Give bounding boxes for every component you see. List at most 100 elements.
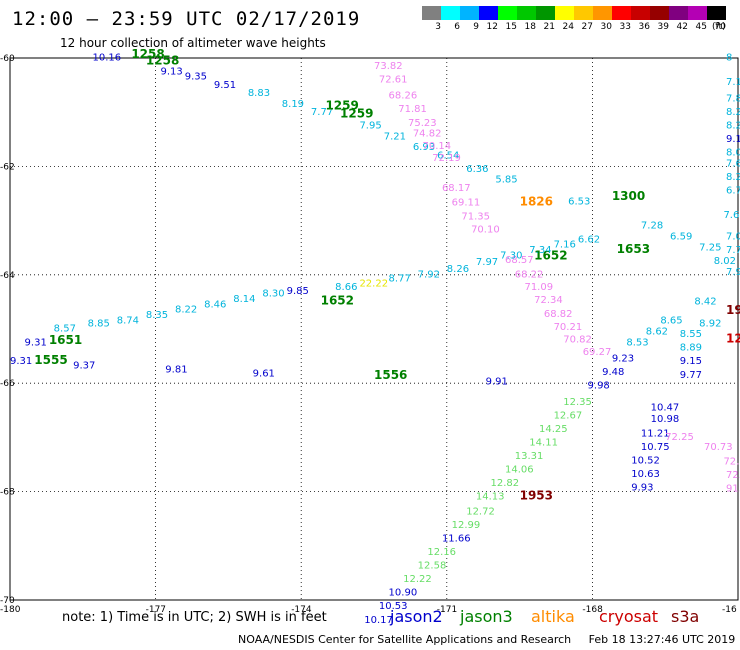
colorbar-swatch	[517, 6, 536, 20]
wave-height-label: 22.22	[359, 279, 388, 290]
colorbar-label: 33	[619, 22, 631, 32]
track-time-label: 1653	[617, 242, 650, 256]
wave-height-label: 12.16	[427, 547, 456, 558]
footer-credit: NOAA/NESDIS Center for Satellite Applica…	[238, 633, 572, 646]
wave-height-label: 10.16	[93, 53, 122, 64]
wave-height-label: 70.10	[471, 225, 500, 236]
track-time-label: 1652	[321, 294, 354, 308]
wave-height-label: 8.53	[626, 337, 648, 348]
wave-height-label: 14.11	[529, 438, 558, 449]
legend-note: note: 1) Time is in UTC; 2) SWH is in fe…	[62, 610, 327, 625]
wave-height-label: 8.42	[694, 297, 716, 308]
wave-height-label: 70.73	[704, 442, 733, 453]
wave-height-label: 7.97	[476, 257, 498, 268]
colorbar-label: 15	[505, 22, 517, 32]
wave-height-label: 7.01	[726, 232, 740, 243]
wave-height-label: 8.27	[726, 120, 740, 131]
wave-height-label: 9.31	[10, 356, 32, 367]
wave-height-label: 10.98	[651, 414, 680, 425]
legend-altika: altika	[531, 607, 575, 626]
wave-height-label: 13.31	[515, 451, 544, 462]
track-time-label: 1259	[340, 107, 373, 121]
wave-height-label: 12.58	[418, 561, 447, 572]
colorbar-swatch	[669, 6, 688, 20]
colorbar-swatch	[707, 6, 726, 20]
wave-height-label: 8.66	[335, 282, 357, 293]
wave-height-label: 7.1	[726, 77, 740, 88]
wave-height-label: 73.82	[374, 61, 403, 72]
wave-height-label: 7.16	[554, 240, 576, 251]
colorbar-label: 36	[638, 22, 650, 32]
wave-height-label: 75.23	[408, 118, 437, 129]
wave-height-label: 8.62	[646, 326, 668, 337]
colorbar-swatch	[555, 6, 574, 20]
track-time-label: 1555	[34, 353, 67, 367]
wave-height-label: 6.59	[670, 232, 692, 243]
wave-height-label: 9.31	[25, 337, 47, 348]
wave-height-label: 14.13	[476, 492, 505, 503]
wave-height-label: 8.23	[726, 107, 740, 118]
wave-height-label: 9.23	[612, 354, 634, 365]
track-time-label: 1556	[374, 368, 407, 382]
colorbar-label: 42	[676, 22, 688, 32]
wave-height-label: 8.77	[389, 273, 411, 284]
wave-height-label: 8	[726, 53, 732, 64]
map-title: 12:00 – 23:59 UTC 02/17/2019	[12, 8, 361, 30]
y-tick-label: -70	[0, 596, 15, 606]
wave-height-label: 91.2	[726, 484, 740, 495]
wave-height-label: 8.22	[175, 305, 197, 316]
wave-height-label: 9.37	[73, 361, 95, 372]
wave-height-label: 69.27	[583, 347, 612, 358]
wave-height-label: 10.90	[389, 588, 418, 599]
colorbar-swatch	[441, 6, 460, 20]
wave-height-label: 11.66	[442, 533, 471, 544]
wave-height-label: 6.74	[726, 186, 740, 197]
colorbar-swatch	[479, 6, 498, 20]
colorbar-swatch	[631, 6, 650, 20]
track-time-label: 1651	[49, 333, 82, 347]
wave-height-label: 7.77	[311, 107, 333, 118]
wave-height-label: 7.34	[529, 245, 551, 256]
wave-height-label: 7.30	[500, 251, 522, 262]
wave-height-label: 8.14	[233, 294, 255, 305]
wave-height-label: 6.53	[568, 196, 590, 207]
wave-height-label: 10.63	[631, 469, 660, 480]
track-time-label: 1652	[534, 249, 567, 263]
colorbar-label: 6	[454, 22, 460, 32]
x-tick-label: -16	[722, 605, 737, 615]
colorbar-swatch	[422, 6, 441, 20]
wave-height-label: 8.30	[262, 288, 284, 299]
colorbar-unit: (ft)	[712, 22, 726, 32]
footer: NOAA/NESDIS Center for Satellite Applica…	[238, 633, 735, 646]
track-time-label: 1300	[612, 189, 645, 203]
wave-height-label: 8.55	[680, 329, 702, 340]
colorbar-swatch	[650, 6, 669, 20]
wave-height-label: 8.74	[117, 316, 139, 327]
legend-note-text: note: 1) Time is in UTC; 2) SWH is in fe…	[62, 610, 327, 625]
wave-height-label: 9.81	[165, 364, 187, 375]
wave-height-label: 8.26	[447, 264, 469, 275]
wave-height-label: 9.93	[631, 483, 653, 494]
wave-height-label: 6.54	[437, 150, 459, 161]
wave-height-label: 6.36	[466, 164, 488, 175]
colorbar-label: 24	[562, 22, 574, 32]
wave-height-label: 70.21	[554, 322, 583, 333]
colorbar-label: 45	[695, 22, 707, 32]
wave-height-label: 10.52	[631, 455, 660, 466]
colorbar-swatch	[574, 6, 593, 20]
wave-height-label: 7.25	[699, 242, 721, 253]
wave-height-label: 8.46	[204, 299, 226, 310]
y-tick-label: -66	[0, 379, 15, 389]
wave-height-label: 8.19	[282, 99, 304, 110]
wave-height-label: 7.8	[726, 93, 740, 104]
wave-height-label: 12.22	[403, 574, 432, 585]
x-tick-label: -177	[146, 605, 166, 615]
wave-height-label: 9.18	[726, 134, 740, 145]
map-frame	[9, 57, 739, 601]
map-grid	[9, 57, 739, 601]
footer-timestamp: Feb 18 13:27:46 UTC 2019	[588, 633, 736, 646]
x-tick-label: -180	[0, 605, 21, 615]
wave-height-label: 9.61	[253, 369, 275, 380]
wave-height-label: 72.61	[379, 74, 408, 85]
